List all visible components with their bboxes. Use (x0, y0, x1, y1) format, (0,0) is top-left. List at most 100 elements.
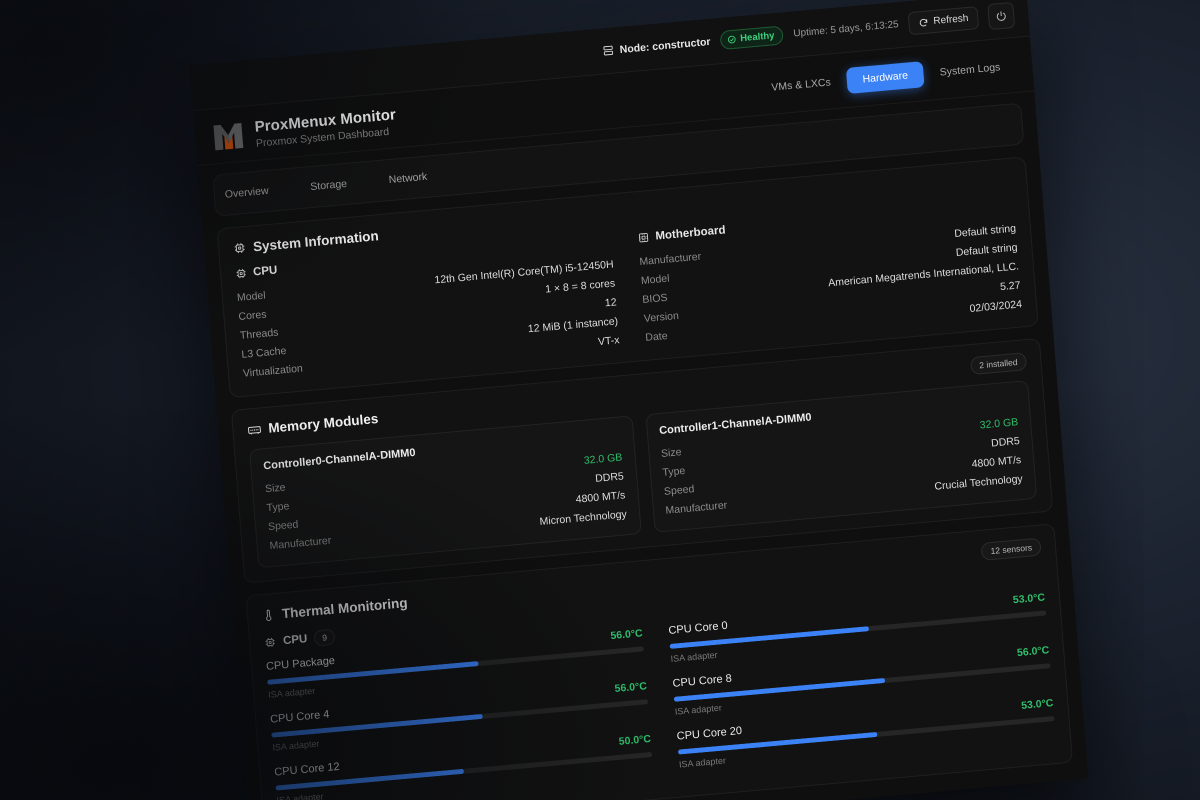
memory-modules-header: Memory Modules (247, 353, 1027, 437)
tab-system-logs[interactable]: System Logs (939, 61, 1001, 79)
status-bar: Node: constructor Healthy Uptime: 5 days… (189, 0, 1030, 112)
thermal-group-count: 9 (313, 628, 336, 647)
row-key: Model (236, 289, 266, 304)
cpu-section-title: CPU (252, 264, 278, 279)
memory-modules-badge: 2 installed (969, 352, 1028, 376)
theme-toggle-button[interactable] (987, 1, 1016, 30)
thermal-column-left: CPU Package 56.0°C ISA adapter (266, 627, 655, 800)
sensor-name: CPU Core 20 (676, 724, 743, 743)
row-key: Manufacturer (665, 498, 728, 517)
cpu-chip-icon (264, 636, 277, 649)
sensor-value: 53.0°C (1012, 591, 1046, 607)
row-value: DDR5 (594, 469, 625, 485)
thermal-group-header: CPU 9 (264, 566, 1044, 651)
memory-module-tile: Controller1-ChannelA-DIMM0 Size 32.0 GB … (644, 380, 1038, 533)
status-badge: Healthy (719, 25, 785, 51)
memory-modules-card: 2 installed Memory Modules (230, 337, 1054, 584)
tab-hardware[interactable]: Hardware (845, 61, 925, 94)
power-icon (995, 9, 1008, 22)
sensor-name: CPU Core 4 (269, 708, 330, 726)
status-badge-label: Healthy (739, 30, 775, 45)
cpu-section: CPU Model 12th Gen Intel(R) Core(TM) i5-… (235, 235, 621, 383)
cpu-chip-icon (235, 267, 248, 280)
row-key: Speed (267, 518, 299, 533)
thermometer-icon (262, 608, 276, 622)
tab-vms-lxcs[interactable]: VMs & LXCs (770, 76, 832, 94)
row-key: L3 Cache (241, 344, 287, 361)
row-value: 12 (604, 295, 617, 309)
thermal-group-title: CPU (282, 633, 308, 648)
sensor-value: 56.0°C (614, 680, 648, 696)
motherboard-section-title: Motherboard (655, 224, 726, 243)
node-label: Node: constructor (619, 35, 711, 56)
row-key: Cores (238, 308, 267, 323)
row-key: Speed (663, 482, 695, 498)
row-value: 4800 MT/s (575, 488, 626, 506)
row-key: Threads (239, 326, 279, 342)
system-information-columns: CPU Model 12th Gen Intel(R) Core(TM) i5-… (235, 199, 1023, 383)
row-key: Virtualization (242, 362, 304, 380)
primary-tabs: VMs & LXCs Hardware System Logs (754, 53, 1017, 102)
server-icon (602, 45, 614, 57)
row-key: Date (644, 329, 668, 344)
proxmenux-m-logo (210, 119, 246, 154)
cpu-section-header: CPU (235, 235, 612, 281)
refresh-icon (918, 17, 929, 28)
memory-stick-icon (247, 422, 262, 437)
node-indicator: Node: constructor (602, 35, 711, 57)
thermal-monitoring-card: 12 sensors Thermal Monitoring (245, 523, 1074, 800)
row-value: Micron Technology (539, 507, 628, 528)
row-value: VT-x (597, 333, 620, 348)
row-value: Default string (955, 240, 1018, 259)
tab-overview[interactable]: Overview (224, 184, 269, 201)
row-key: Size (660, 445, 682, 460)
refresh-button[interactable]: Refresh (907, 6, 980, 36)
sensor-name: CPU Core 8 (672, 672, 733, 690)
thermal-monitoring-header: Thermal Monitoring (261, 539, 1041, 623)
row-key: Manufacturer (269, 534, 332, 552)
cpu-chip-icon (233, 241, 247, 255)
row-key: Version (643, 309, 680, 325)
row-key: Type (266, 499, 290, 514)
row-key: Model (640, 272, 670, 287)
app-header: ProxMenux Monitor Proxmox System Dashboa… (193, 36, 1035, 167)
motherboard-icon (637, 231, 650, 244)
sensor-value: 56.0°C (610, 627, 644, 643)
motherboard-section: Motherboard Manufacturer Default string … (637, 199, 1023, 347)
sensor-value: 53.0°C (1020, 697, 1054, 712)
row-key: BIOS (641, 291, 668, 306)
row-value: 02/03/2024 (969, 297, 1023, 315)
thermal-sensor-grid: CPU Package 56.0°C ISA adapter (266, 591, 1057, 800)
thermal-sensors-badge: 12 sensors (980, 537, 1042, 561)
row-value: 4800 MT/s (971, 453, 1022, 470)
thermal-monitoring-title: Thermal Monitoring (281, 595, 409, 622)
sensor-name: CPU Core 0 (668, 619, 729, 637)
row-key: Manufacturer (638, 250, 702, 268)
row-value: Default string (953, 222, 1017, 240)
tilted-window-wrapper: Node: constructor Healthy Uptime: 5 days… (189, 0, 1089, 800)
brand-block: ProxMenux Monitor Proxmox System Dashboa… (254, 106, 398, 150)
row-key: Type (662, 464, 686, 479)
sensor-value: 50.0°C (618, 733, 652, 748)
memory-module-tile: Controller0-ChannelA-DIMM0 Size 32.0 GB … (248, 415, 642, 569)
sensor-value: 56.0°C (1016, 644, 1050, 660)
row-value: DDR5 (990, 434, 1021, 450)
system-information-header: System Information (233, 172, 1013, 256)
row-value: 5.27 (999, 278, 1021, 293)
check-circle-icon (727, 35, 737, 45)
row-value: 32.0 GB (583, 450, 623, 467)
row-value: Crucial Technology (933, 472, 1024, 493)
sensor-name: CPU Package (265, 654, 336, 673)
memory-modules-title: Memory Modules (267, 410, 379, 436)
row-value: 32.0 GB (979, 415, 1019, 432)
sensor-name: CPU Core 12 (273, 760, 341, 779)
app-window: Node: constructor Healthy Uptime: 5 days… (189, 0, 1089, 800)
tab-network[interactable]: Network (388, 170, 428, 187)
system-information-card: System Information (216, 156, 1039, 399)
main-content: System Information (202, 143, 1087, 800)
motherboard-section-header: Motherboard (637, 199, 1014, 245)
system-information-title: System Information (252, 228, 380, 255)
tab-storage[interactable]: Storage (309, 177, 348, 194)
thermal-column-right: CPU Core 0 53.0°C ISA adapter (668, 591, 1057, 783)
